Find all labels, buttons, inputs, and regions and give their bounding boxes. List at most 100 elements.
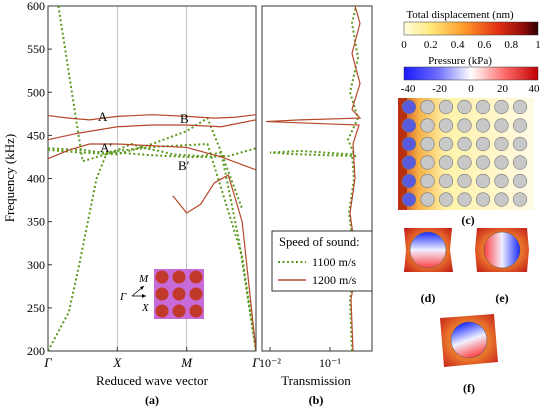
field-scatterer: [475, 136, 491, 152]
y-tick-label: 350: [27, 215, 45, 229]
transmission-line: [269, 6, 360, 351]
x-tick-label-b: 10⁻²: [259, 356, 281, 370]
x-tick-label: X: [112, 355, 122, 370]
field-scatterer: [401, 192, 417, 207]
band-line-1200ms: [48, 119, 256, 141]
band-line-1200ms: [172, 174, 256, 351]
panel-label-e: (e): [495, 291, 508, 305]
panel-label-c: (c): [461, 213, 474, 227]
y-tick-label: 550: [27, 42, 45, 56]
inset-label-X: X: [141, 302, 150, 314]
field-scatterer: [401, 118, 417, 133]
field-scatterer: [457, 99, 472, 115]
legend-title: Speed of sound:: [279, 235, 360, 249]
field-scatterer: [512, 173, 528, 189]
mode-shape-d: [404, 228, 453, 272]
inset-scatterer: [189, 304, 203, 318]
band-line-1100ms: [48, 117, 244, 210]
pressure-tick-label: -40: [401, 83, 416, 95]
displacement-tick-label: 0.6: [478, 39, 492, 51]
transmission-line: [265, 6, 362, 351]
field-scatterer: [494, 155, 509, 170]
y-tick-label: 250: [27, 301, 45, 315]
field-scatterer: [475, 173, 491, 189]
inset-scatterer: [172, 287, 186, 301]
field-scatterer: [457, 118, 472, 133]
field-scatterer: [494, 118, 509, 133]
pressure-tick-label: -20: [432, 83, 447, 95]
field-scatterer: [401, 173, 417, 189]
band-line-1200ms: [48, 143, 256, 171]
field-scatterer: [438, 173, 454, 189]
field-scatterer: [438, 155, 454, 170]
field-map-c: [398, 98, 534, 210]
band-line-1100ms: [48, 147, 256, 158]
field-scatterer: [494, 136, 509, 152]
field-scatterer: [420, 173, 435, 189]
inset-scatterer: [172, 270, 186, 284]
annotation-B-prime: B′: [178, 158, 190, 173]
legend-label-1200: 1200 m/s: [312, 273, 357, 287]
pressure-ticks: -40 -20 0 20 40: [401, 83, 540, 95]
field-scatterer: [494, 173, 509, 189]
field-scatterer: [475, 192, 491, 207]
inset-scatterer: [155, 304, 169, 318]
x-tick-label-b: 10⁻¹: [319, 356, 341, 370]
pressure-tick-label: 0: [468, 83, 474, 95]
displacement-bar-title: Total displacement (nm): [406, 9, 514, 21]
displacement-tick-label: 1: [535, 39, 541, 51]
field-scatterer: [457, 192, 472, 207]
mode-shape-e: [475, 228, 529, 272]
inset-scatterer: [172, 304, 186, 318]
y-axis-ticks: 200 250 300 350 400 450 500 550 600: [27, 0, 52, 358]
field-scatterer: [457, 136, 472, 152]
y-axis-label: Frequency (kHz): [2, 134, 17, 222]
field-scatterer: [420, 192, 435, 207]
field-scatterer: [438, 136, 454, 152]
displacement-tick-label: 0.2: [424, 39, 438, 51]
panel-label-d: (d): [421, 291, 436, 305]
legend-label-1100: 1100 m/s: [312, 255, 356, 269]
field-scatterer: [438, 118, 454, 133]
field-scatterer: [512, 136, 528, 152]
y-tick-label: 300: [27, 258, 45, 272]
band-curves: [48, 6, 256, 351]
field-scatterer: [420, 136, 435, 152]
displacement-tick-label: 0: [401, 39, 407, 51]
x-axis-label-a: Reduced wave vector: [96, 373, 209, 388]
band-line-1200ms: [48, 114, 256, 121]
pressure-bar-title: Pressure (kPa): [428, 55, 492, 67]
mode-shape-f: [440, 314, 498, 367]
field-scatterer: [512, 118, 528, 133]
inset-scatterer: [189, 287, 203, 301]
plot-frame-b: [261, 5, 373, 352]
transmission-curves: [265, 6, 362, 351]
y-tick-label: 500: [27, 85, 45, 99]
annotation-A-prime: A′: [100, 140, 112, 155]
displacement-colorbar: [403, 21, 539, 36]
field-scatterer: [512, 99, 528, 115]
displacement-tick-label: 0.8: [504, 39, 518, 51]
field-scatterer: [512, 192, 528, 207]
field-scatterer: [475, 118, 491, 133]
y-tick-label: 450: [27, 128, 45, 142]
displacement-ticks: 0 0.2 0.4 0.6 0.8 1: [401, 39, 541, 51]
field-scatterer: [438, 192, 454, 207]
inset-scatterer: [155, 287, 169, 301]
annotation-B: B: [180, 111, 189, 126]
panel-label-a: (a): [145, 393, 159, 407]
pressure-tick-label: 20: [497, 83, 509, 95]
field-scatterer: [420, 99, 435, 115]
y-tick-label: 200: [27, 344, 45, 358]
field-scatterer: [457, 155, 472, 170]
field-scatterer: [512, 155, 528, 170]
y-tick-label: 600: [27, 0, 45, 13]
pressure-colorbar: [403, 66, 539, 81]
field-scatterer: [494, 192, 509, 207]
x-axis-label-b: Transmission: [281, 373, 351, 388]
panel-label-f: (f): [463, 381, 475, 395]
plot-frame-a: [47, 5, 257, 352]
field-scatterer: [401, 99, 417, 115]
